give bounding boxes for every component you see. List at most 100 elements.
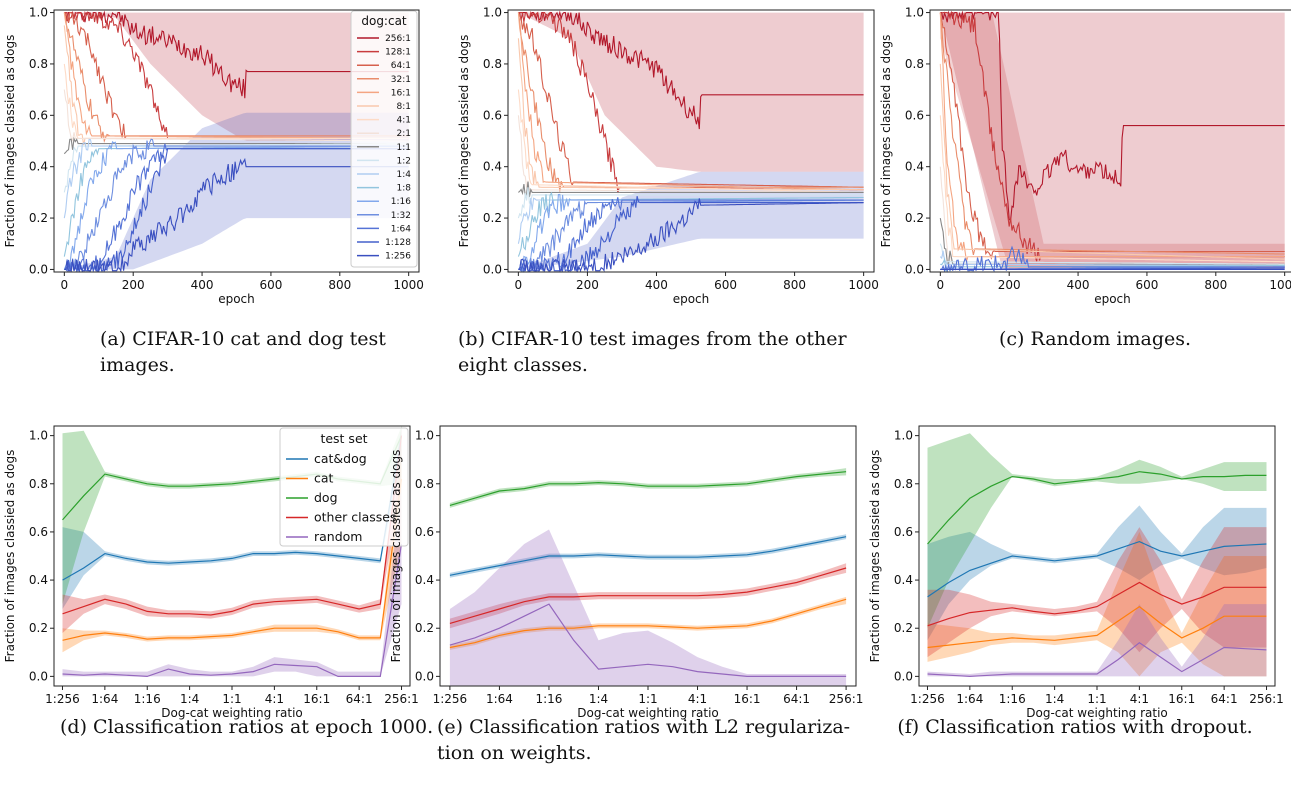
plot-frame-d: [53, 425, 411, 687]
ytick-label: 1.0: [29, 429, 48, 443]
series-line-dog: [927, 471, 1267, 545]
y-axis-label: Fraction of images classied as dogs: [457, 35, 471, 248]
ytick-label: 0.6: [894, 525, 913, 539]
legend-entry: 1:128: [385, 238, 411, 248]
legend-d: test set cat&dog cat dog other classes random: [279, 427, 409, 547]
legend-entry: 32:1: [391, 75, 411, 85]
plot-area-b: [517, 10, 864, 273]
caption-d: (d) Classification ratios at epoch 1000.: [60, 716, 434, 738]
xtick-label: 16:1: [1168, 692, 1195, 706]
xtick-label: 0: [515, 278, 523, 292]
xtick-label: 1:1: [1087, 692, 1106, 706]
series-line-1:1: [518, 181, 864, 199]
band-cat: [62, 447, 402, 653]
xtick-label: 64:1: [1211, 692, 1238, 706]
caption-e-line1: (e) Classification ratios with L2 regula…: [437, 716, 851, 738]
ytick-label: 0.2: [894, 621, 913, 635]
xtick-label: 4:1: [688, 692, 707, 706]
series-line-1:256: [518, 198, 864, 273]
series-line-cat: [927, 605, 1267, 649]
series-line-16:1: [939, 12, 1285, 262]
xtick-label: 1:16: [535, 692, 562, 706]
plot-frame-f: [918, 425, 1276, 687]
ytick-label: 0.0: [29, 262, 48, 276]
xtick-label: 256:1: [829, 692, 864, 706]
series-line-other-classes: [927, 581, 1267, 627]
xtick-label: 1:64: [91, 692, 118, 706]
xtick-label: 1:16: [134, 692, 161, 706]
ytick-label: 1.0: [894, 429, 913, 443]
caption-e: (e) Classification ratios with L2 regula…: [437, 714, 877, 766]
ytick-label: 0.6: [29, 525, 48, 539]
band-128:1: [940, 12, 1285, 270]
series-line-1:2: [517, 187, 864, 219]
ytick-label: 0.4: [415, 573, 434, 587]
ytick-label: 0.8: [905, 57, 924, 71]
ytick-label: 0.6: [905, 108, 924, 122]
ytick-label: 0.6: [415, 525, 434, 539]
band-1:256: [518, 171, 864, 270]
xtick-label: 400: [191, 278, 214, 292]
ytick-label: 0.2: [29, 211, 48, 225]
xtick-label: 1:64: [956, 692, 983, 706]
legend-entry: 1:2: [397, 156, 411, 166]
x-axis-label: epoch: [673, 292, 710, 306]
band-random: [449, 529, 847, 686]
series-line-other-classes: [62, 435, 403, 616]
legend-entry: 8:1: [397, 102, 411, 112]
plot-frame-a: [53, 9, 420, 273]
xtick-label: 600: [259, 278, 282, 292]
xtick-label: 1:1: [222, 692, 241, 706]
xtick-label: 1:256: [45, 692, 80, 706]
caption-e-line2: tion on weights.: [437, 742, 592, 764]
legend-a: dog:cat 256:1 128:1 64:1 32:1 16:1 8:1 4:1 2:1 1:…: [350, 10, 418, 268]
ytick-label: 1.0: [905, 6, 924, 20]
legend-entry: 2:1: [397, 129, 411, 139]
band-other-classes: [927, 527, 1267, 658]
legend-entry: 256:1: [385, 34, 411, 44]
legend-entry: 4:1: [397, 116, 411, 126]
band-random: [927, 604, 1267, 677]
xtick-label: 0: [61, 278, 69, 292]
series-line-random: [449, 603, 847, 677]
ytick-label: 1.0: [415, 429, 434, 443]
series-line-8:1: [939, 63, 1285, 260]
band-dog: [449, 468, 847, 508]
series-line-256:1: [940, 10, 1285, 222]
legend-entry: cat&dog: [314, 451, 367, 466]
xtick-label: 400: [645, 278, 668, 292]
series-line-cat-dog: [62, 435, 403, 581]
series-line-cat-dog: [927, 540, 1267, 598]
band-256:1: [64, 12, 409, 141]
band-1:256: [64, 112, 409, 270]
ytick-label: 1.0: [29, 6, 48, 20]
ytick-label: 0.2: [483, 211, 502, 225]
ytick-label: 0.4: [29, 160, 48, 174]
xtick-label: 200: [998, 278, 1021, 292]
xtick-label: 1:16: [999, 692, 1026, 706]
ytick-label: 0.0: [415, 669, 434, 683]
legend-box: [279, 427, 409, 547]
caption-b-line1: (b) CIFAR-10 test images from the other: [458, 328, 847, 350]
x-axis-label: Dog-cat weighting ratio: [577, 706, 719, 720]
legend-title: dog:cat: [361, 14, 407, 28]
series-line-256:1: [518, 10, 864, 130]
ytick-label: 0.4: [905, 160, 924, 174]
caption-c: (c) Random images.: [998, 328, 1192, 350]
xtick-label: 1:256: [433, 692, 468, 706]
plot-frame-b: [507, 9, 875, 273]
xtick-label: 256:1: [1249, 692, 1284, 706]
ytick-label: 0.0: [483, 262, 502, 276]
legend-entry: 1:8: [397, 184, 412, 194]
xtick-label: 1:256: [910, 692, 945, 706]
ytick-label: 0.0: [894, 669, 913, 683]
series-line-cat-dog: [449, 536, 847, 576]
series-line-64:1: [517, 12, 864, 188]
series-line-16:1: [517, 12, 864, 191]
xtick-label: 0: [937, 278, 945, 292]
legend-entry: 1:1: [397, 143, 411, 153]
legend-box: [350, 10, 418, 268]
xtick-label: 600: [714, 278, 737, 292]
y-axis-label: Fraction of images classied as dogs: [879, 35, 893, 248]
caption-b: (b) CIFAR-10 test images from the other …: [458, 326, 898, 378]
